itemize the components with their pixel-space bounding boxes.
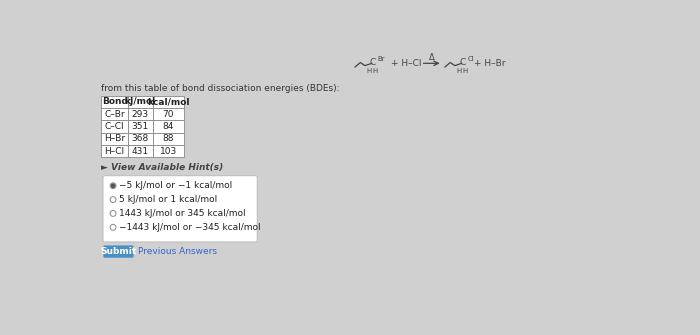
Text: Cl: Cl: [468, 56, 474, 62]
Text: −5 kJ/mol or −1 kcal/mol: −5 kJ/mol or −1 kcal/mol: [119, 181, 232, 190]
Bar: [153, 108, 183, 120]
Text: 351: 351: [132, 122, 149, 131]
Text: C–Br: C–Br: [104, 110, 125, 119]
Text: H: H: [456, 68, 461, 74]
Text: H: H: [372, 68, 378, 74]
Text: 5 kJ/mol or 1 kcal/mol: 5 kJ/mol or 1 kcal/mol: [119, 195, 218, 204]
Text: + H–Br: + H–Br: [474, 59, 505, 68]
Text: + H–Cl: + H–Cl: [391, 59, 422, 68]
Text: kcal/mol: kcal/mol: [147, 97, 189, 106]
Text: Submit: Submit: [100, 247, 136, 256]
Text: 431: 431: [132, 147, 149, 155]
Text: Bond: Bond: [102, 97, 127, 106]
Text: Br: Br: [377, 56, 385, 62]
Bar: [128, 95, 153, 108]
Text: Δ: Δ: [428, 53, 435, 62]
Bar: [128, 145, 153, 157]
Text: H: H: [462, 68, 468, 74]
Bar: [102, 108, 128, 120]
Circle shape: [110, 183, 116, 189]
Circle shape: [110, 224, 116, 230]
Text: −1443 kJ/mol or −345 kcal/mol: −1443 kJ/mol or −345 kcal/mol: [119, 223, 261, 232]
Text: 293: 293: [132, 110, 149, 119]
Bar: [128, 108, 153, 120]
Text: C: C: [459, 58, 466, 67]
Bar: [102, 120, 128, 133]
Text: C: C: [370, 58, 376, 67]
Text: ► View Available Hint(s): ► View Available Hint(s): [102, 163, 224, 173]
Bar: [128, 133, 153, 145]
Circle shape: [110, 197, 116, 203]
Bar: [128, 120, 153, 133]
Bar: [153, 95, 183, 108]
Bar: [153, 145, 183, 157]
Text: 1443 kJ/mol or 345 kcal/mol: 1443 kJ/mol or 345 kcal/mol: [119, 209, 246, 218]
Bar: [102, 133, 128, 145]
Text: H–Br: H–Br: [104, 134, 125, 143]
Bar: [153, 120, 183, 133]
Circle shape: [111, 184, 115, 187]
Text: 70: 70: [162, 110, 174, 119]
Text: H–Cl: H–Cl: [104, 147, 125, 155]
Text: 368: 368: [132, 134, 149, 143]
Text: from this table of bond dissociation energies (BDEs):: from this table of bond dissociation ene…: [102, 84, 340, 93]
Bar: [102, 145, 128, 157]
Bar: [153, 133, 183, 145]
Bar: [102, 95, 128, 108]
Text: 84: 84: [162, 122, 174, 131]
Text: Previous Answers: Previous Answers: [138, 247, 217, 256]
FancyBboxPatch shape: [103, 176, 257, 242]
Text: kJ/mol: kJ/mol: [125, 97, 156, 106]
Circle shape: [110, 210, 116, 216]
Text: 103: 103: [160, 147, 176, 155]
Text: 88: 88: [162, 134, 174, 143]
Text: C–Cl: C–Cl: [105, 122, 125, 131]
FancyBboxPatch shape: [104, 246, 134, 258]
Text: H: H: [366, 68, 372, 74]
